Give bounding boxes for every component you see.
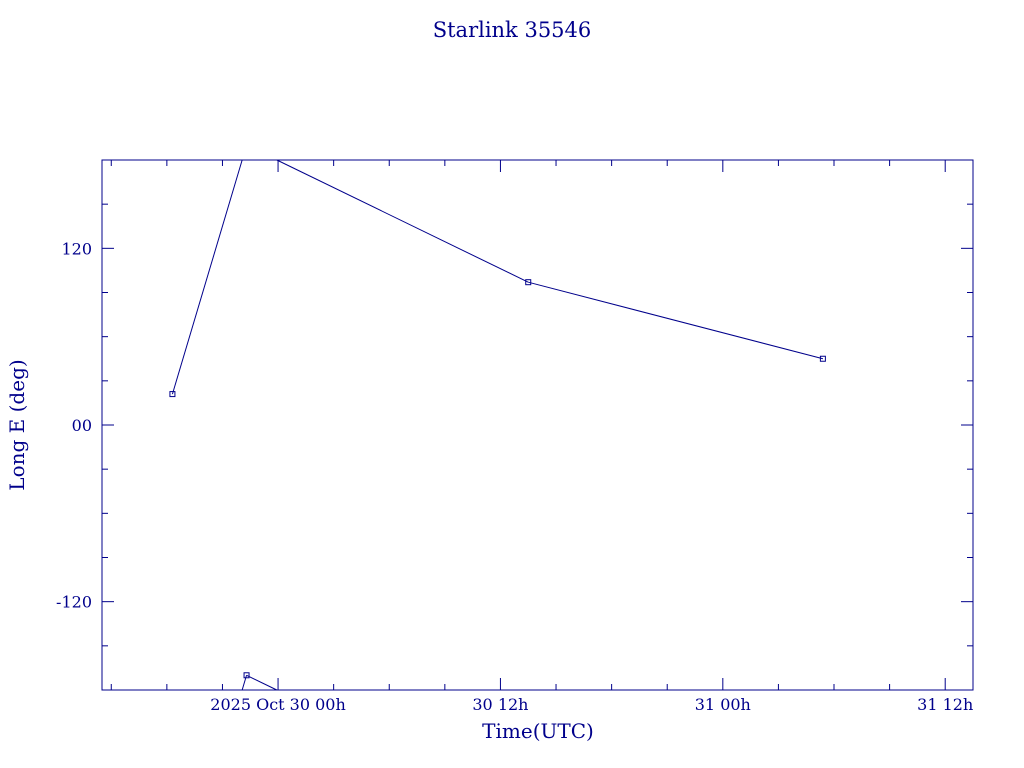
x-tick-label: 2025 Oct 30 00h [210,695,346,714]
x-tick-label: 31 00h [695,695,751,714]
data-point-marker [243,672,250,679]
series-segment [528,281,824,360]
data-point-marker [819,355,826,362]
data-series [169,159,826,691]
series-segment [171,159,243,395]
series-segment [246,674,278,691]
series-segment [276,159,529,283]
data-point-marker [525,279,532,286]
x-tick-label: 30 12h [472,695,528,714]
data-point-marker [169,391,176,398]
x-tick-label: 31 12h [917,695,973,714]
chart-title: Starlink 35546 [433,18,592,42]
y-tick-label: 00 [72,416,92,435]
y-axis-title: Long E (deg) [5,359,29,490]
axis-ticks [102,159,973,691]
x-axis-title: Time(UTC) [482,719,594,743]
y-tick-label: -120 [56,593,92,612]
axis-tick-labels: 2025 Oct 30 00h 30 12h 31 00h 31 12h 120 00 -1… [56,239,973,714]
plot-frame [101,159,974,691]
y-tick-label: 120 [61,239,92,258]
